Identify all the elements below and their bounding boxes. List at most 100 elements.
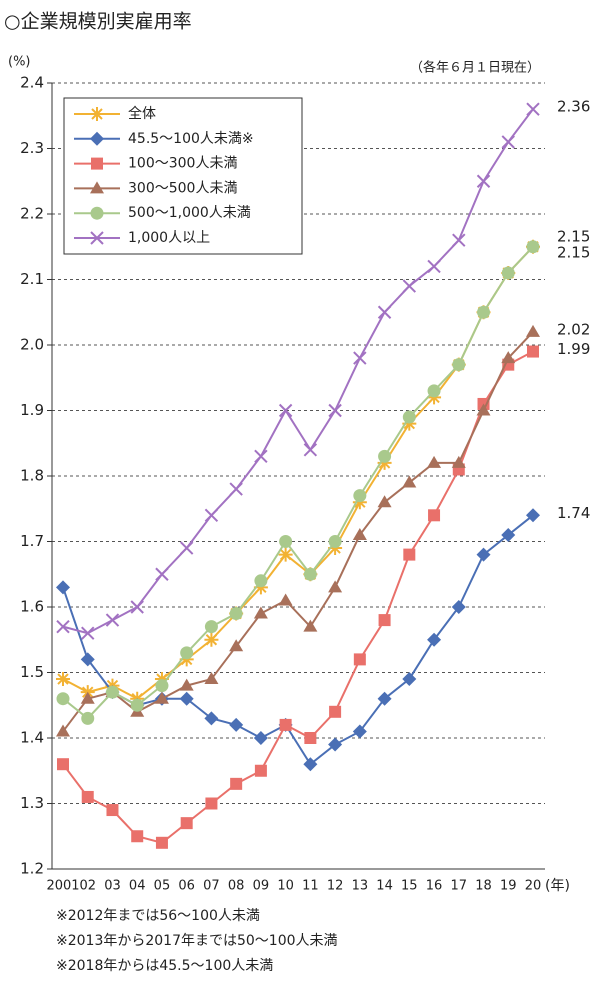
data-label: 2.36 [557,98,590,116]
marker [451,600,466,614]
marker [352,527,367,540]
legend: 全体 45.5～100人未満※ 100～300人未満 300～500人未満 500～1,… [63,97,303,255]
y-tick-label: 2.1 [20,270,44,288]
data-label: 1.74 [557,504,590,522]
footnote: ※2018年からは45.5～100人未満 [56,958,273,974]
marker [154,691,169,704]
marker [56,580,70,595]
y-tick-label: 1.8 [20,467,44,485]
marker [304,732,317,744]
marker [253,606,268,619]
x-tick-label: 17 [451,879,468,894]
y-tick-label: 1.4 [20,729,44,747]
marker [81,790,94,803]
x-tick-label: 10 [277,879,294,894]
marker [451,455,466,468]
marker [253,580,268,595]
marker [180,646,194,660]
x-tick-label: 16 [426,879,443,894]
marker [253,731,268,745]
marker [204,711,219,726]
marker [303,567,317,581]
marker [328,535,342,548]
marker [402,279,417,293]
marker [81,711,95,725]
marker [179,678,194,691]
marker [328,737,343,752]
marker [501,351,516,364]
marker [526,102,540,116]
footnote: ※2013年から2017年までは50～100人未満 [56,933,338,949]
x-tick-label: 06 [178,879,195,894]
marker [81,626,95,640]
marker [56,724,70,737]
data-label: 1.99 [557,340,590,358]
marker [303,443,318,457]
data-label: 2.15 [557,227,590,245]
marker [452,233,466,247]
series [57,345,539,849]
marker [427,455,442,468]
marker [378,614,391,627]
x-tick-label: 19 [500,879,517,894]
data-label: 2.02 [557,320,590,338]
marker [229,639,244,652]
marker [279,718,292,731]
chart-title: ○企業規模別実雇用率 [4,11,192,33]
marker [90,231,104,245]
marker [254,574,268,588]
marker [452,358,466,372]
marker [80,652,95,667]
y-tick-label: 2.3 [20,139,44,157]
marker [329,705,342,718]
y-tick-label: 1.5 [20,663,44,681]
marker [278,593,293,606]
marker [131,830,144,843]
x-tick-label: 11 [302,879,319,894]
marker [56,692,70,706]
marker [403,548,416,561]
marker [179,652,194,667]
x-tick-label: 12 [327,879,344,894]
legend-label: 45.5～100人未満※ [128,131,254,147]
marker [229,607,243,621]
series [56,324,540,737]
marker [353,489,367,503]
data-label: 2.15 [557,243,590,261]
marker [303,619,318,632]
x-tick-label: 09 [253,879,270,894]
marker [230,777,243,790]
legend-label: 300～500人未満 [128,180,237,196]
marker [130,600,144,614]
marker [353,653,366,666]
legend-label: 500～1,000人未満 [128,205,251,221]
y-tick-label: 1.6 [20,598,44,616]
marker [254,449,268,464]
x-tick-label: 18 [475,879,492,894]
series [56,102,540,640]
x-tick-label: 03 [104,879,121,894]
marker [180,817,193,830]
marker [402,410,416,424]
marker [80,691,95,704]
marker [402,416,417,431]
legend-label: 全体 [128,105,156,122]
x-tick-label: 14 [376,879,393,894]
y-tick-label: 1.9 [20,401,44,419]
marker [377,691,392,706]
marker [105,613,120,627]
marker [155,679,169,693]
series-line [62,246,534,720]
marker [90,181,104,194]
footnote: ※2012年までは56～100人未満 [56,908,260,924]
marker [402,475,417,488]
legend-label: 1,000人以上 [128,230,210,246]
marker [526,240,540,254]
x-tick-label: 08 [228,879,245,894]
marker [56,672,70,687]
legend-box [63,97,303,255]
x-tick-label: 05 [154,879,171,894]
marker [328,403,342,418]
marker [476,174,491,188]
